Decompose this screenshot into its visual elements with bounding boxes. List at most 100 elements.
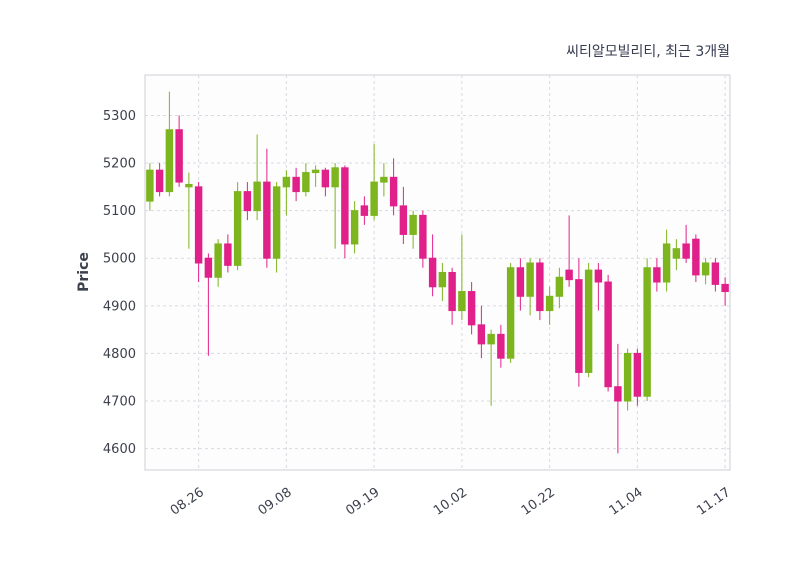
candle [692, 234, 700, 283]
candle-body [516, 267, 525, 297]
candle-body [604, 281, 612, 388]
candle-body [146, 169, 154, 202]
candle-body [243, 191, 252, 212]
candle [214, 239, 222, 287]
candle [604, 274, 612, 392]
candle [555, 267, 564, 309]
candle [282, 170, 291, 216]
candle [243, 182, 252, 221]
candle-body [389, 176, 398, 207]
y-axis-label: Price [76, 252, 92, 292]
candle [545, 286, 554, 325]
y-tick-label: 4800 [103, 347, 136, 362]
x-tick-label: 09.19 [343, 485, 382, 519]
candle [662, 229, 671, 292]
candle [419, 210, 427, 268]
candle [272, 182, 281, 273]
candle [292, 167, 300, 202]
candle-body [477, 324, 486, 345]
candle-body [409, 214, 417, 235]
candle [575, 258, 583, 387]
candle [721, 277, 729, 306]
candle-body [584, 269, 593, 373]
candle-body [302, 172, 310, 193]
y-tick-label: 5200 [103, 157, 136, 172]
candle [497, 324, 505, 368]
candle-body [711, 262, 720, 285]
candle [194, 182, 203, 283]
y-tick-label: 4600 [103, 442, 136, 457]
candle [389, 158, 398, 216]
candle [302, 163, 310, 197]
candle-body [321, 169, 330, 188]
candle [701, 258, 710, 285]
candle-body [467, 291, 476, 326]
y-tick-label: 4700 [103, 394, 136, 409]
candle-body [263, 181, 271, 259]
x-tick-label: 08.26 [168, 485, 207, 519]
candle-body [253, 181, 261, 212]
candle-body [692, 238, 700, 276]
candle-body [555, 276, 564, 297]
plot-area [144, 74, 731, 471]
candle [438, 262, 447, 302]
x-tick-labels: 08.26 09.08 09.19 10.02 10.22 11.04 11.17 [168, 485, 734, 519]
candle-body [623, 352, 632, 402]
candle-body [380, 176, 388, 183]
candle [233, 182, 242, 271]
candle-body [575, 279, 583, 373]
candle-body [419, 214, 427, 259]
candle [380, 163, 388, 197]
candle [516, 258, 525, 311]
candle [253, 134, 261, 221]
candle [467, 282, 476, 335]
candle-body [194, 186, 203, 264]
candle-body [272, 186, 281, 259]
candle-body [360, 205, 369, 216]
candle-body [526, 262, 534, 297]
candle-body [701, 262, 710, 276]
candle [224, 234, 232, 273]
candle [321, 167, 330, 197]
candle [614, 343, 622, 454]
candle-body [653, 267, 661, 283]
candle-body [341, 167, 349, 245]
candle-body [545, 295, 554, 312]
candle-body [233, 191, 242, 266]
y-tick-labels: 4600 4700 4800 4900 5000 5100 5200 5300 [103, 109, 136, 457]
candle [448, 267, 456, 325]
x-tick-label: 11.04 [607, 485, 646, 519]
candle-body [721, 283, 729, 293]
candle-body [565, 269, 573, 281]
candle-body [448, 272, 456, 312]
candle [155, 163, 164, 197]
candle [487, 329, 495, 406]
candle-body [438, 272, 447, 288]
x-tick-label: 09.08 [256, 485, 295, 519]
candle [175, 115, 183, 187]
y-tick-label: 5300 [103, 109, 136, 124]
candle-body [185, 183, 193, 188]
candle-body [536, 262, 544, 312]
candle-body [662, 243, 671, 283]
candle [526, 258, 534, 316]
candle [594, 262, 603, 311]
candle-body [399, 205, 408, 235]
candle-body [175, 129, 183, 183]
candle [409, 210, 417, 249]
candle [428, 234, 437, 297]
candle [682, 224, 690, 263]
candle-body [282, 176, 291, 188]
candle [584, 262, 593, 378]
y-tick-label: 5100 [103, 204, 136, 219]
candle [672, 239, 681, 271]
x-tick-label: 10.22 [519, 485, 558, 519]
candle [204, 253, 213, 356]
candle [263, 148, 271, 268]
candle-body [331, 167, 339, 188]
candle [711, 258, 720, 292]
candle-body [428, 257, 437, 288]
candle-body [458, 291, 466, 312]
